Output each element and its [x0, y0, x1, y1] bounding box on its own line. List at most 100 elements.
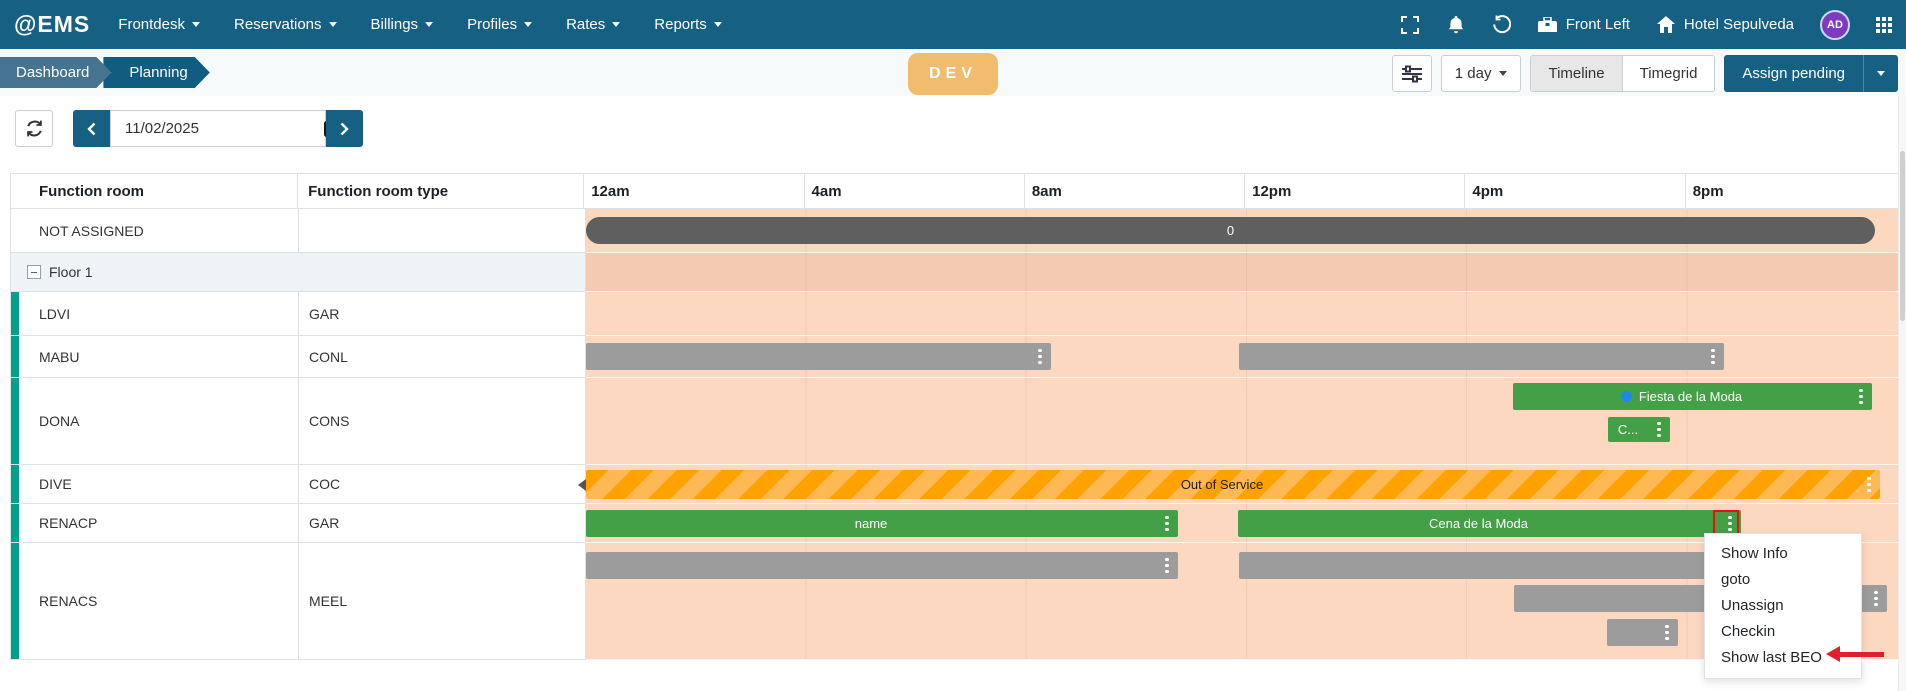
- kebab-menu-icon[interactable]: [1719, 510, 1741, 537]
- menu-item-show-info[interactable]: Show Info: [1721, 545, 1788, 562]
- briefcase-icon: [1538, 15, 1558, 35]
- view-controls: 1 day Timeline Timegrid Assign pending: [1391, 55, 1898, 92]
- sliders-icon: [1401, 65, 1422, 83]
- chevron-down-icon: [612, 22, 621, 27]
- kebab-menu-icon[interactable]: [1156, 552, 1178, 579]
- timeline-lane[interactable]: 0: [586, 209, 1906, 253]
- timeline-button[interactable]: Timeline: [1531, 56, 1622, 91]
- timeline-lane[interactable]: Out of Service: [578, 465, 1906, 504]
- event-bar-cena[interactable]: Cena de la Moda: [1238, 510, 1741, 537]
- breadcrumb-dashboard[interactable]: Dashboard: [0, 57, 111, 88]
- filter-button[interactable]: [1391, 55, 1432, 92]
- collapse-icon[interactable]: [27, 265, 41, 279]
- event-bar[interactable]: [1239, 552, 1724, 579]
- date-input[interactable]: [111, 120, 324, 137]
- range-dropdown[interactable]: 1 day: [1440, 55, 1522, 92]
- timeline-lane[interactable]: [586, 336, 1906, 378]
- kebab-menu-icon[interactable]: [1648, 417, 1670, 442]
- notifications-bell-icon[interactable]: [1446, 15, 1466, 35]
- row-ldvi: LDVI GAR: [11, 292, 1906, 336]
- kebab-menu-icon[interactable]: [1702, 343, 1724, 370]
- row-dive: DIVE COC Out of Service: [11, 465, 1906, 504]
- room-type: MEEL: [299, 543, 586, 659]
- timegrid-button[interactable]: Timegrid: [1621, 56, 1715, 91]
- chevron-down-icon: [425, 22, 434, 27]
- room-type: CONL: [299, 336, 586, 377]
- menu-frontdesk[interactable]: Frontdesk: [118, 16, 200, 33]
- main-menu: Frontdesk Reservations Billings Profiles…: [118, 16, 722, 33]
- event-bar-c[interactable]: C...: [1608, 417, 1670, 442]
- not-assigned-label: NOT ASSIGNED: [11, 209, 299, 252]
- property-selector[interactable]: Hotel Sepulveda: [1656, 15, 1794, 35]
- refresh-button[interactable]: [15, 110, 53, 147]
- event-bar[interactable]: [1239, 343, 1724, 370]
- annotation-arrow-icon: [1826, 646, 1884, 662]
- col-header-function-room-type: Function room type: [298, 174, 585, 208]
- row-mabu: MABU CONL: [11, 336, 1906, 378]
- app-logo[interactable]: @EMS: [14, 11, 91, 37]
- event-bar-fiesta[interactable]: Fiesta de la Moda: [1513, 383, 1872, 410]
- row-renacp: RENACP GAR name Cena de la Moda: [11, 504, 1906, 543]
- timeline-lane[interactable]: [586, 292, 1906, 336]
- chevron-down-icon: [328, 22, 337, 27]
- event-bar[interactable]: [586, 343, 1051, 370]
- out-of-service-bar[interactable]: Out of Service: [578, 470, 1880, 499]
- next-day-button[interactable]: [326, 110, 363, 147]
- event-bar[interactable]: [586, 552, 1178, 579]
- assign-pending-button[interactable]: Assign pending: [1724, 55, 1898, 92]
- room-status-accent: [11, 292, 19, 335]
- planning-table: Function room Function room type 12am 4a…: [10, 173, 1906, 660]
- time-tick: 4pm: [1465, 174, 1686, 208]
- environment-badge: DEV: [908, 53, 998, 95]
- row-group-floor1[interactable]: Floor 1: [11, 253, 1906, 292]
- table-header-row: Function room Function room type 12am 4a…: [11, 173, 1906, 209]
- timeline-lane[interactable]: Fiesta de la Moda C...: [586, 378, 1906, 465]
- group-label: Floor 1: [49, 264, 93, 280]
- vertical-scrollbar[interactable]: [1898, 96, 1906, 691]
- view-mode-group: Timeline Timegrid: [1530, 55, 1716, 92]
- event-bar[interactable]: [1607, 619, 1678, 646]
- user-avatar[interactable]: AD: [1820, 9, 1850, 40]
- time-tick: 12am: [584, 174, 805, 208]
- kebab-menu-icon[interactable]: [1850, 383, 1872, 410]
- menu-item-show-last-beo[interactable]: Show last BEO: [1721, 649, 1822, 666]
- kebab-menu-icon[interactable]: [1858, 470, 1880, 499]
- kebab-menu-icon[interactable]: [1656, 619, 1678, 646]
- home-icon: [1656, 15, 1676, 35]
- scrollbar-thumb[interactable]: [1900, 151, 1905, 321]
- timeline-lane[interactable]: name Cena de la Moda: [586, 504, 1906, 543]
- room-status-accent: [11, 465, 19, 503]
- menu-profiles[interactable]: Profiles: [467, 16, 533, 33]
- time-tick: 12pm: [1245, 174, 1466, 208]
- kebab-menu-icon[interactable]: [1029, 343, 1051, 370]
- menu-rates[interactable]: Rates: [566, 16, 621, 33]
- chevron-down-icon: [524, 22, 533, 27]
- row-dona: DONA CONS Fiesta de la Moda C...: [11, 378, 1906, 465]
- previous-day-button[interactable]: [73, 110, 110, 147]
- event-status-dot: [1620, 391, 1632, 402]
- menu-item-checkin[interactable]: Checkin: [1721, 623, 1776, 640]
- room-name: MABU: [11, 336, 299, 377]
- menu-reservations[interactable]: Reservations: [234, 16, 337, 33]
- chevron-down-icon: [1877, 71, 1885, 76]
- navbar-right: Front Left Hotel Sepulveda AD: [1400, 9, 1906, 40]
- kebab-menu-icon[interactable]: [1865, 585, 1887, 612]
- apps-grid-icon[interactable]: [1876, 16, 1892, 33]
- menu-item-goto[interactable]: goto: [1721, 571, 1751, 588]
- kebab-menu-icon[interactable]: [1156, 510, 1178, 537]
- history-icon[interactable]: [1492, 15, 1512, 35]
- workstation-selector[interactable]: Front Left: [1538, 15, 1630, 35]
- menu-reports[interactable]: Reports: [654, 16, 722, 33]
- room-status-accent: [11, 336, 19, 377]
- breadcrumb: Dashboard Planning: [0, 57, 210, 88]
- chevron-down-icon: [1499, 71, 1508, 76]
- breadcrumb-planning[interactable]: Planning: [103, 57, 209, 88]
- timeline-lane[interactable]: [586, 253, 1906, 292]
- fullscreen-icon[interactable]: [1400, 15, 1420, 35]
- timeline-lane[interactable]: [586, 543, 1906, 660]
- unassigned-count-bar[interactable]: 0: [586, 217, 1875, 244]
- event-bar-name[interactable]: name: [586, 510, 1178, 537]
- assign-pending-caret[interactable]: [1863, 55, 1898, 92]
- menu-item-unassign[interactable]: Unassign: [1721, 597, 1784, 614]
- menu-billings[interactable]: Billings: [371, 16, 434, 33]
